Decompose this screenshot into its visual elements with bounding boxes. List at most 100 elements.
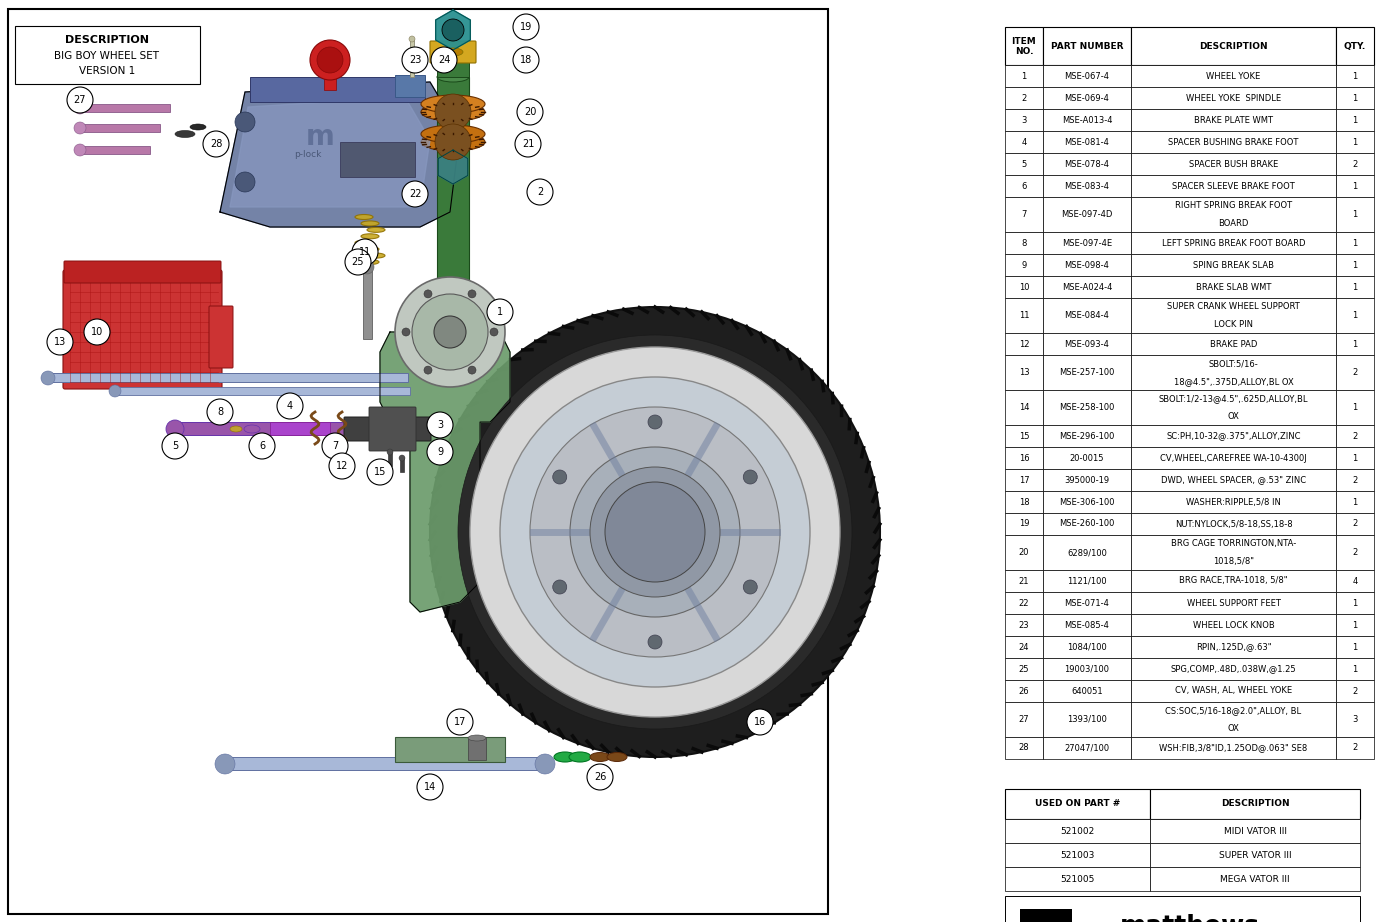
Bar [1336, 87, 1373, 109]
Circle shape [74, 102, 85, 114]
Text: 9: 9 [1022, 261, 1026, 269]
Bar [1131, 153, 1336, 175]
Text: 1: 1 [1352, 311, 1358, 320]
Circle shape [402, 47, 428, 73]
Text: 6: 6 [1022, 182, 1026, 191]
Text: MSE-296-100: MSE-296-100 [1060, 431, 1114, 441]
Bar [388, 452, 392, 466]
Circle shape [434, 316, 466, 348]
Text: 16: 16 [1019, 454, 1029, 463]
Circle shape [399, 455, 405, 461]
Bar [1005, 843, 1149, 867]
Ellipse shape [421, 95, 484, 113]
Ellipse shape [190, 124, 206, 130]
Bar [175, 422, 410, 435]
FancyBboxPatch shape [251, 77, 426, 102]
Text: 1: 1 [1352, 643, 1358, 652]
Text: 28: 28 [210, 139, 223, 149]
Circle shape [277, 393, 302, 419]
Bar [1005, 535, 1043, 570]
Circle shape [487, 299, 512, 325]
FancyBboxPatch shape [64, 261, 221, 283]
Ellipse shape [367, 228, 385, 232]
Bar [1131, 513, 1336, 535]
Text: 10: 10 [91, 327, 104, 337]
Bar [1336, 737, 1373, 759]
Bar [1005, 636, 1043, 658]
Bar [1336, 614, 1373, 636]
Circle shape [344, 249, 371, 275]
Ellipse shape [230, 426, 242, 432]
Circle shape [468, 290, 476, 298]
Circle shape [216, 754, 235, 774]
Text: 20-0015: 20-0015 [1070, 454, 1105, 463]
Text: 1: 1 [1352, 403, 1358, 412]
Bar [1005, 513, 1043, 535]
Bar [400, 458, 405, 472]
Text: 10: 10 [1019, 282, 1029, 291]
Text: CS:SOC,5/16-18@2.0",ALLOY, BL: CS:SOC,5/16-18@2.0",ALLOY, BL [1165, 706, 1302, 715]
Bar [1043, 27, 1131, 65]
Circle shape [203, 131, 230, 157]
Bar [1043, 298, 1131, 333]
Text: 2: 2 [1352, 368, 1358, 377]
Circle shape [553, 580, 567, 594]
Circle shape [249, 433, 274, 459]
Text: 1: 1 [1352, 93, 1358, 102]
Circle shape [500, 377, 811, 687]
Bar [1005, 333, 1043, 355]
Circle shape [329, 453, 356, 479]
Text: CV,WHEEL,CAREFREE WA-10-4300J: CV,WHEEL,CAREFREE WA-10-4300J [1161, 454, 1306, 463]
Bar [1043, 425, 1131, 447]
Text: VERSION 1: VERSION 1 [78, 66, 136, 76]
Text: 20: 20 [524, 107, 536, 117]
Text: MSE-A013-4: MSE-A013-4 [1061, 115, 1112, 124]
Circle shape [515, 131, 540, 157]
Text: 1: 1 [1352, 210, 1358, 219]
Bar [1131, 27, 1336, 65]
Text: MSE-078-4: MSE-078-4 [1064, 160, 1109, 169]
Circle shape [553, 470, 567, 484]
Circle shape [442, 19, 463, 41]
Bar [1336, 197, 1373, 232]
Bar [1149, 843, 1359, 867]
Bar [1336, 65, 1373, 87]
Text: 4: 4 [1022, 137, 1026, 147]
Text: 11: 11 [1019, 311, 1029, 320]
Bar [1043, 614, 1131, 636]
Bar [1043, 232, 1131, 254]
Polygon shape [379, 332, 510, 612]
Text: BRAKE PLATE WMT: BRAKE PLATE WMT [1194, 115, 1273, 124]
Bar [395, 737, 505, 762]
Text: 23: 23 [409, 55, 421, 65]
Bar [225, 757, 545, 770]
Text: DESCRIPTION: DESCRIPTION [1200, 41, 1268, 51]
Text: SPACER SLEEVE BRAKE FOOT: SPACER SLEEVE BRAKE FOOT [1172, 182, 1295, 191]
Bar [1131, 87, 1336, 109]
Text: BRG CAGE TORRINGTON,NTA-: BRG CAGE TORRINGTON,NTA- [1170, 539, 1296, 549]
Ellipse shape [437, 72, 469, 82]
Circle shape [395, 277, 505, 387]
Bar [1005, 254, 1043, 276]
Circle shape [430, 307, 881, 757]
Text: 2: 2 [1352, 476, 1358, 484]
Bar [468, 738, 486, 760]
Bar [1005, 131, 1043, 153]
Text: SUPER VATOR III: SUPER VATOR III [1218, 850, 1291, 859]
Text: 23: 23 [1019, 621, 1029, 630]
Text: 26: 26 [1019, 687, 1029, 695]
Text: MSE-306-100: MSE-306-100 [1060, 498, 1114, 506]
Circle shape [400, 420, 419, 438]
Bar [1043, 491, 1131, 513]
Text: SPACER BUSH BRAKE: SPACER BUSH BRAKE [1189, 160, 1278, 169]
Text: MSE-083-4: MSE-083-4 [1064, 182, 1109, 191]
Text: 521005: 521005 [1060, 874, 1095, 883]
Text: 1: 1 [1352, 598, 1358, 608]
Circle shape [74, 122, 85, 134]
Text: 6: 6 [259, 441, 265, 451]
Bar [1005, 276, 1043, 298]
Circle shape [490, 328, 498, 336]
Text: 26: 26 [594, 772, 606, 782]
Text: 1: 1 [1352, 339, 1358, 349]
Ellipse shape [437, 307, 469, 317]
